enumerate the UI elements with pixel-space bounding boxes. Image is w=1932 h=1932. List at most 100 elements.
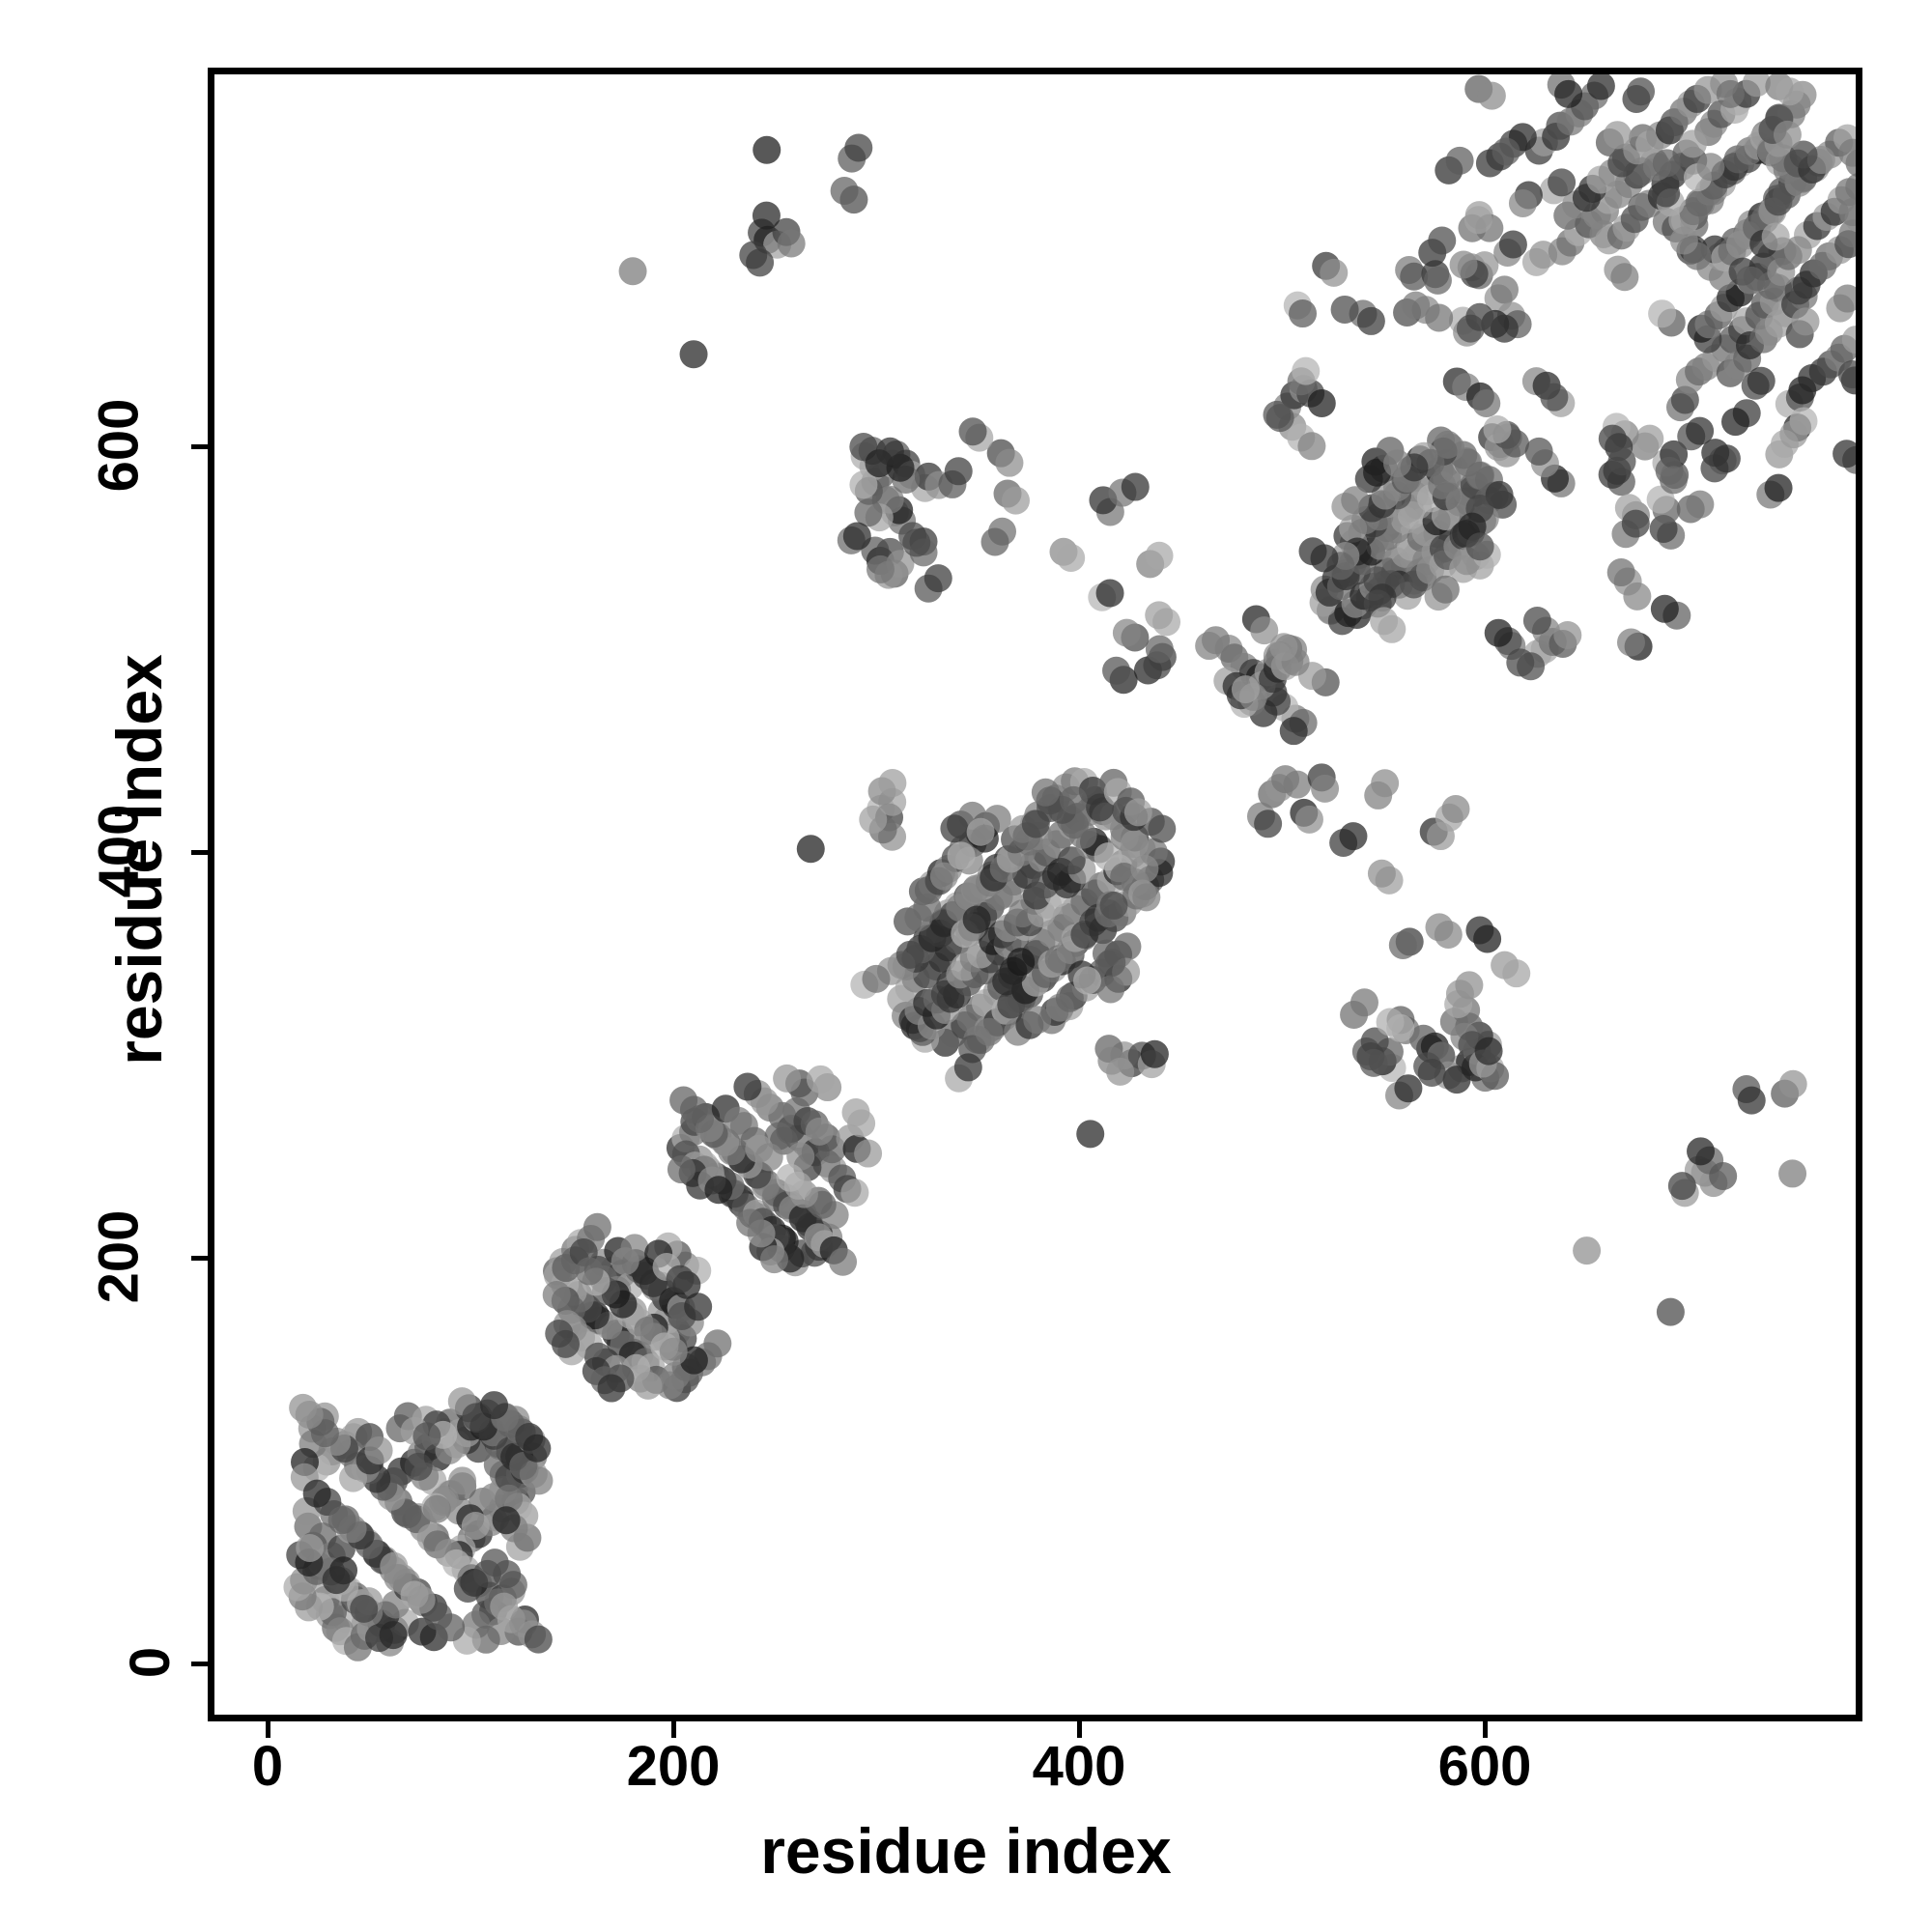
scatter-point — [1263, 400, 1292, 429]
scatter-point — [1652, 179, 1681, 208]
scatter-point — [1031, 778, 1060, 807]
scatter-point — [1001, 486, 1030, 515]
scatter-point — [1498, 230, 1527, 259]
scatter-point — [1650, 594, 1679, 623]
scatter-point — [1339, 822, 1368, 851]
scatter-point — [854, 1139, 883, 1168]
scatter-point — [1773, 120, 1802, 149]
scatter-point — [1833, 284, 1856, 313]
scatter-point — [1742, 74, 1771, 98]
scatter-point — [1522, 606, 1551, 635]
x-axis-tick-200 — [671, 1721, 676, 1738]
scatter-point — [542, 1280, 571, 1309]
scatter-point — [669, 1086, 698, 1115]
scatter-point — [1485, 480, 1514, 509]
scatter-point — [492, 1506, 521, 1535]
scatter-point — [1359, 1048, 1388, 1077]
scatter-point — [1297, 432, 1326, 461]
scatter-point — [1841, 326, 1856, 355]
scatter-point — [902, 528, 931, 557]
scatter-point — [339, 1463, 368, 1492]
scatter-point — [1465, 302, 1494, 331]
x-axis-tick-label-200: 200 — [626, 1735, 721, 1798]
scatter-point — [1716, 79, 1745, 108]
scatter-point — [995, 448, 1024, 477]
scatter-point — [830, 177, 859, 205]
scatter-point — [1465, 916, 1494, 945]
scatter-point — [966, 817, 995, 846]
scatter-point — [786, 1142, 815, 1171]
scatter-point — [666, 1264, 695, 1293]
scatter-point — [1394, 1074, 1423, 1103]
scatter-point — [1845, 173, 1856, 201]
scatter-point — [480, 1548, 509, 1577]
scatter-point — [1400, 262, 1429, 291]
scatter-point — [704, 1176, 733, 1205]
scatter-point — [862, 964, 891, 993]
scatter-point — [1417, 1059, 1446, 1087]
x-axis-tick-0 — [266, 1721, 270, 1738]
scatter-point — [667, 1155, 696, 1184]
scatter-point — [684, 1293, 713, 1321]
scatter-point — [753, 135, 781, 164]
scatter-point — [895, 940, 924, 969]
scatter-point — [805, 1117, 834, 1146]
scatter-point — [523, 1434, 552, 1463]
scatter-point — [859, 805, 888, 834]
scatter-point — [1102, 656, 1131, 685]
scatter-point — [1130, 854, 1159, 883]
scatter-point — [1441, 794, 1470, 823]
scatter-point — [634, 1371, 663, 1400]
scatter-point — [944, 457, 973, 486]
scatter-point — [1508, 188, 1537, 217]
scatter-point — [404, 1452, 433, 1481]
y-axis-tick-0 — [191, 1662, 208, 1666]
y-axis-tick-400 — [191, 850, 208, 855]
scatter-point — [733, 1072, 762, 1101]
scatter-point — [854, 498, 883, 527]
scatter-point — [453, 1574, 482, 1603]
scatter-point — [1294, 805, 1323, 834]
scatter-point — [1492, 137, 1520, 166]
scatter-point — [437, 1613, 466, 1642]
scatter-point — [1445, 146, 1474, 175]
scatter-point — [1463, 206, 1492, 235]
scatter-point — [618, 257, 647, 286]
scatter-point — [1540, 383, 1569, 412]
scatter-point — [1686, 416, 1715, 445]
scatter-point — [1021, 810, 1050, 838]
scatter-point — [1145, 601, 1174, 630]
scatter-point — [1776, 77, 1804, 106]
scatter-point — [302, 1479, 331, 1508]
scatter-point — [1120, 830, 1149, 859]
scatter-point — [913, 893, 942, 922]
scatter-point — [878, 768, 907, 797]
scatter-point — [849, 470, 878, 499]
scatter-point — [1425, 913, 1454, 942]
scatter-points-layer — [214, 74, 1856, 1715]
scatter-point — [842, 522, 871, 551]
scatter-point — [1490, 275, 1519, 304]
x-axis-tick-label-0: 0 — [251, 1735, 284, 1798]
scatter-point — [1783, 236, 1812, 265]
scatter-point — [1484, 618, 1513, 647]
scatter-point — [1055, 983, 1084, 1012]
scatter-point — [1778, 1069, 1807, 1098]
x-axis-title: residue index — [760, 1815, 1172, 1887]
scatter-point — [1838, 198, 1856, 227]
scatter-point — [1548, 168, 1577, 197]
scatter-point — [1195, 632, 1224, 661]
scatter-point — [1097, 948, 1126, 977]
scatter-point — [1425, 303, 1454, 332]
scatter-point — [1659, 466, 1688, 495]
scatter-point — [1023, 1006, 1052, 1035]
scatter-point — [1616, 628, 1645, 657]
scatter-point — [1764, 473, 1793, 502]
scatter-point — [1598, 424, 1627, 453]
scatter-point — [461, 1512, 490, 1540]
scatter-point — [1121, 472, 1150, 501]
x-axis-tick-label-600: 600 — [1437, 1735, 1532, 1798]
scatter-point — [929, 862, 958, 891]
scatter-point — [1791, 307, 1820, 336]
scatter-point — [847, 1109, 876, 1138]
